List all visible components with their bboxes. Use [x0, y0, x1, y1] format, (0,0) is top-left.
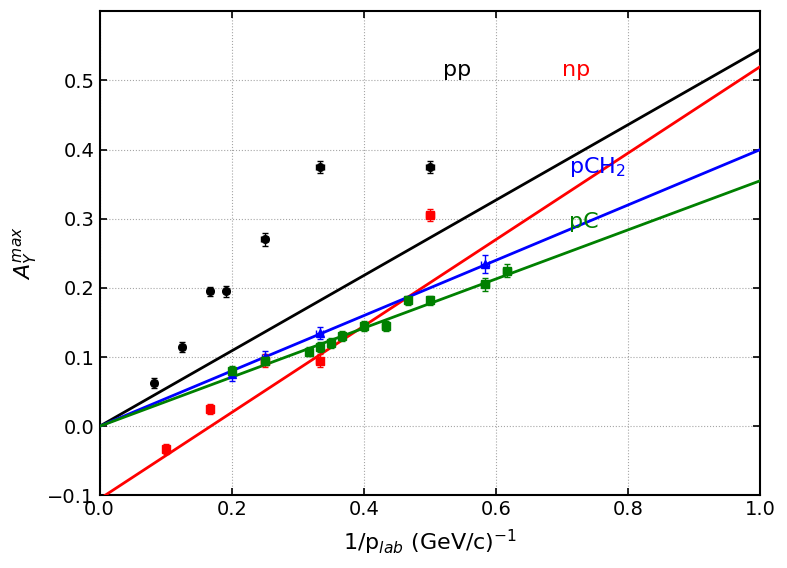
Text: pp: pp — [443, 60, 471, 80]
Text: pCH$_2$: pCH$_2$ — [569, 155, 626, 179]
X-axis label: 1/p$_{lab}$ (GeV/c)$^{-1}$: 1/p$_{lab}$ (GeV/c)$^{-1}$ — [343, 528, 517, 557]
Text: np: np — [562, 60, 590, 80]
Text: pC: pC — [569, 212, 598, 232]
Y-axis label: $A_Y^{max}$: $A_Y^{max}$ — [11, 226, 39, 280]
